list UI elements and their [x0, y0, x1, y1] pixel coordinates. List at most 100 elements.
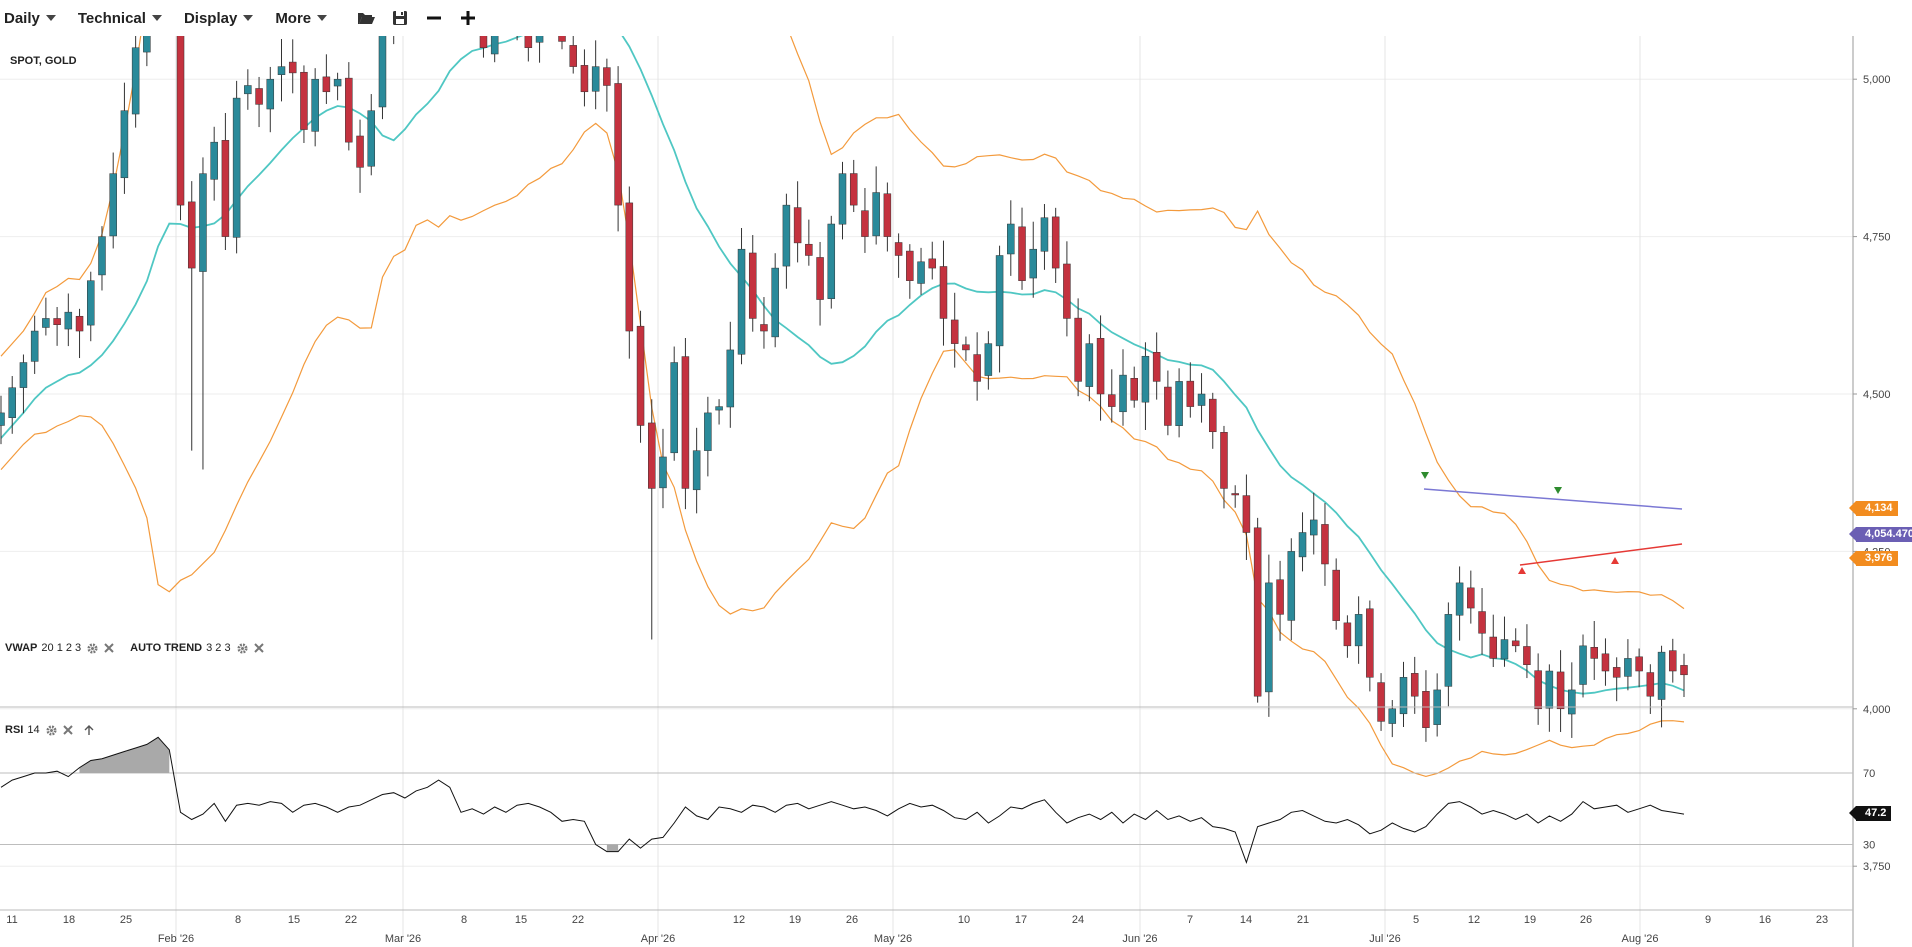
day-tick-label: 8 — [235, 914, 241, 926]
folder-open-icon[interactable] — [349, 1, 383, 35]
close-icon[interactable] — [104, 643, 114, 653]
candle-body — [64, 311, 73, 330]
candle-body — [1523, 646, 1531, 665]
gear-icon[interactable] — [237, 642, 248, 654]
more-menu-label: More — [275, 9, 312, 27]
candle-body — [490, 36, 499, 55]
candle — [1568, 662, 1576, 738]
rsi-tick-label: 70 — [1863, 768, 1875, 780]
candle — [1612, 657, 1621, 702]
candle-body — [1534, 670, 1542, 710]
candle — [244, 69, 252, 110]
candle-body — [1321, 524, 1329, 565]
candle — [131, 36, 140, 128]
autotrend-params: 3 2 3 — [206, 642, 231, 654]
candle — [524, 36, 533, 62]
day-tick-label: 8 — [461, 914, 467, 926]
candle-body — [1276, 579, 1284, 615]
candle-body — [928, 258, 937, 269]
technical-menu[interactable]: Technical — [78, 10, 162, 27]
day-tick-label: 19 — [789, 914, 801, 926]
candle — [1119, 349, 1127, 426]
arrow-up-icon[interactable] — [83, 724, 95, 736]
candle — [1410, 656, 1419, 714]
candle-body — [1141, 355, 1150, 403]
upper-band-price-tag: 4,134 — [1849, 501, 1898, 516]
candle — [87, 271, 95, 342]
candle-body — [1624, 658, 1632, 677]
candle-body — [1422, 691, 1430, 728]
candle-body — [1051, 216, 1060, 269]
day-tick-label: 12 — [733, 914, 745, 926]
candle — [1478, 588, 1486, 655]
save-icon[interactable] — [383, 1, 417, 35]
candle-body — [0, 412, 5, 426]
candle-body — [995, 255, 1004, 347]
candle-body — [1545, 670, 1554, 709]
candle-body — [681, 356, 690, 489]
candle-body — [187, 201, 196, 269]
candle — [1635, 648, 1643, 688]
candle — [1209, 392, 1217, 449]
candle — [1534, 653, 1542, 725]
candle — [984, 331, 993, 390]
candle-body — [558, 36, 566, 42]
candle — [748, 235, 757, 332]
price-chart[interactable]: 3,7504,0004,2504,5004,7505,0005,2505,500… — [0, 36, 1912, 947]
candle-body — [1579, 645, 1587, 685]
zoom-in-icon[interactable] — [451, 1, 485, 35]
interval-menu[interactable]: Daily — [4, 10, 56, 27]
candle-body — [1175, 381, 1183, 426]
candle-body — [479, 36, 488, 48]
rsi-label: RSI — [5, 724, 24, 736]
gear-icon[interactable] — [46, 724, 57, 736]
day-tick-label: 7 — [1187, 914, 1193, 926]
candle-body — [1388, 708, 1397, 724]
chevron-down-icon — [151, 15, 162, 21]
close-icon[interactable] — [62, 725, 73, 735]
upper-band-line — [0, 36, 1685, 610]
candle — [906, 244, 914, 299]
candle — [1511, 628, 1520, 653]
last-price: 4,054.470 — [1865, 528, 1912, 540]
vwap-legend: VWAP 20 1 2 3 AUTO TREND 3 2 3 — [5, 642, 264, 654]
candle-body — [704, 412, 712, 451]
candle — [1433, 673, 1441, 737]
candle-body — [748, 252, 757, 319]
candle — [367, 94, 376, 176]
candle-body — [737, 248, 746, 355]
day-tick-label: 22 — [572, 914, 584, 926]
candle-body — [176, 36, 185, 206]
candle-body — [805, 243, 813, 256]
day-tick-label: 17 — [1015, 914, 1027, 926]
candle — [1130, 366, 1138, 408]
candle — [8, 376, 16, 434]
autotrend-label: AUTO TREND — [130, 642, 203, 654]
candle-body — [1096, 338, 1105, 395]
zoom-out-icon[interactable] — [417, 1, 451, 35]
candle-body — [1220, 432, 1228, 489]
candle-body — [984, 343, 993, 376]
candle-body — [1040, 217, 1049, 252]
candle — [894, 233, 903, 278]
candle-body — [838, 173, 847, 225]
candle — [950, 292, 959, 368]
candle-body — [648, 422, 656, 489]
candle — [995, 245, 1004, 373]
candle — [266, 66, 275, 133]
candle-body — [1164, 386, 1172, 426]
display-menu[interactable]: Display — [184, 10, 254, 27]
candle-body — [973, 354, 981, 382]
candle-body — [670, 362, 678, 454]
candle — [393, 36, 395, 45]
candle — [42, 297, 50, 336]
candle — [1007, 200, 1015, 276]
candle-body — [715, 406, 723, 411]
gear-icon[interactable] — [87, 642, 98, 654]
close-icon[interactable] — [253, 643, 264, 653]
more-menu[interactable]: More — [275, 9, 328, 27]
candle — [1265, 554, 1273, 717]
chevron-down-icon — [45, 15, 56, 21]
candle-body — [535, 36, 544, 43]
candle — [300, 65, 308, 143]
